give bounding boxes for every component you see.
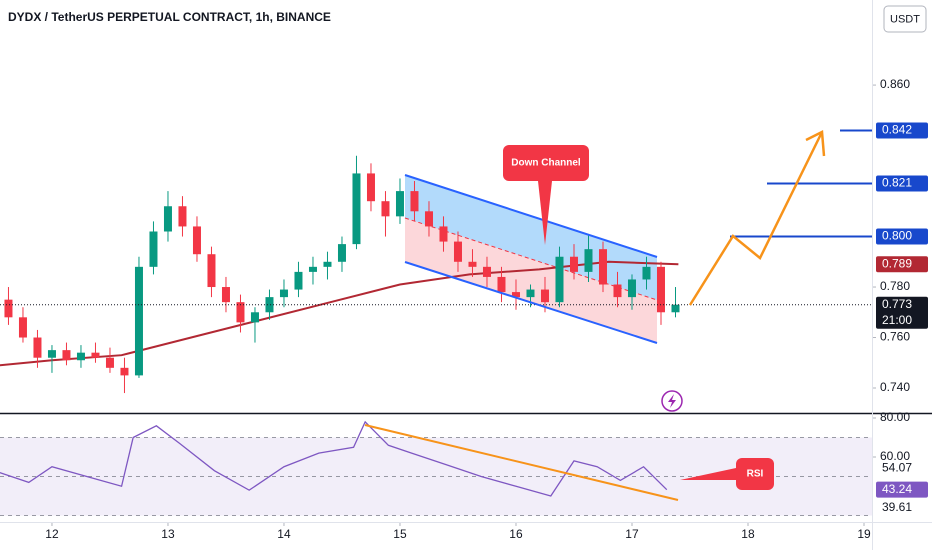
candle-body xyxy=(598,249,607,285)
rsi-line xyxy=(0,420,668,497)
last-price-label: 0.773 xyxy=(882,297,912,311)
candle-body xyxy=(627,279,636,298)
ma-label: 0.789 xyxy=(882,256,912,270)
rsi-tick-label: 60.00 xyxy=(880,449,910,463)
rsi-value-box xyxy=(876,481,928,498)
candle-body xyxy=(642,266,651,280)
rsi-value-label: 43.24 xyxy=(882,482,912,496)
level-box xyxy=(876,122,928,139)
candle-body xyxy=(18,317,27,338)
candle-body xyxy=(555,256,564,303)
candle-body xyxy=(410,191,419,212)
channel-lower xyxy=(405,218,657,343)
candle-body xyxy=(366,173,375,202)
rsi-value-box xyxy=(876,460,928,477)
rsi-value-label: 39.61 xyxy=(882,500,912,514)
projection-arrow xyxy=(688,131,824,306)
rsi-callout-text: RSI xyxy=(747,469,764,480)
candle-body xyxy=(163,206,172,232)
channel-top xyxy=(404,174,658,258)
x-tick-label: 12 xyxy=(45,527,59,541)
level-box xyxy=(876,175,928,192)
alert-bolt xyxy=(668,394,676,408)
level-label: 0.821 xyxy=(882,176,912,190)
candle-body xyxy=(526,289,535,298)
rsi-value-box xyxy=(876,499,928,516)
rsi-callout-box xyxy=(736,458,774,490)
rsi-callout-pointer xyxy=(680,468,736,480)
arrow-head xyxy=(805,130,826,157)
candle-body xyxy=(424,211,433,227)
y-tick-label: 0.860 xyxy=(880,77,910,91)
drawings-over: Down Channel RSI xyxy=(364,130,826,501)
candle-body xyxy=(453,241,462,262)
candle-body xyxy=(613,284,622,298)
candle-body xyxy=(323,261,332,267)
y-tick-label: 0.740 xyxy=(880,380,910,394)
x-tick-label: 15 xyxy=(393,527,407,541)
callout-pointer xyxy=(538,181,552,245)
rsi-value-label: 54.07 xyxy=(882,461,912,475)
candle-body xyxy=(439,226,448,242)
candle-body xyxy=(337,244,346,262)
y-tick-label: 0.760 xyxy=(880,330,910,344)
candle-body xyxy=(91,352,100,358)
x-tick-label: 17 xyxy=(625,527,639,541)
candle-body xyxy=(308,266,317,272)
currency-label: USDT xyxy=(890,13,920,25)
channel-upper xyxy=(405,175,657,300)
candle-body xyxy=(381,201,390,217)
candle-body xyxy=(47,350,56,358)
candle-body xyxy=(540,289,549,303)
level-label: 0.842 xyxy=(882,123,912,137)
callout-text: Down Channel xyxy=(511,158,581,169)
rsi-tick-label: 80.00 xyxy=(880,410,910,424)
chart-title: DYDX / TetherUS PERPETUAL CONTRACT, 1h, … xyxy=(8,10,331,24)
x-tick-label: 14 xyxy=(277,527,291,541)
candle-body xyxy=(76,352,85,361)
candle-body xyxy=(497,276,506,293)
candle-body xyxy=(120,367,129,376)
candle-body xyxy=(511,292,520,298)
candle-body xyxy=(584,249,593,272)
x-tick-label: 13 xyxy=(161,527,175,541)
callout-box xyxy=(503,145,589,181)
candle-body xyxy=(569,256,578,272)
level-box xyxy=(876,228,928,245)
candle-body xyxy=(294,271,303,290)
candle-body xyxy=(279,289,288,298)
candle-body xyxy=(134,266,143,376)
candle-body xyxy=(265,297,274,313)
last-price-box xyxy=(876,296,928,329)
x-tick-label: 18 xyxy=(741,527,755,541)
candle-body xyxy=(192,226,201,255)
ma-box xyxy=(876,256,928,273)
candle-body xyxy=(352,173,361,245)
candle-body xyxy=(105,357,114,368)
candle-body xyxy=(482,266,491,277)
candle-body xyxy=(671,304,680,313)
level-label: 0.800 xyxy=(882,229,912,243)
x-tick-label: 16 xyxy=(509,527,523,541)
candle-body xyxy=(250,312,259,323)
currency-button[interactable] xyxy=(883,5,927,33)
candle-body xyxy=(221,287,230,303)
x-tick-label: 19 xyxy=(857,527,871,541)
candle-body xyxy=(33,337,42,358)
candle-body xyxy=(178,206,187,227)
candle-body xyxy=(207,254,216,288)
countdown-label: 21:00 xyxy=(882,313,912,327)
candle-body xyxy=(62,350,71,361)
candle-body xyxy=(4,299,13,318)
rsi-trendline xyxy=(364,424,679,501)
candle-body xyxy=(468,261,477,267)
candle-body xyxy=(395,191,404,217)
channel-bottom xyxy=(404,261,658,344)
y-tick-label: 0.780 xyxy=(880,279,910,293)
candle-body xyxy=(149,231,158,267)
candle-body xyxy=(236,302,245,323)
candle-body xyxy=(656,266,665,313)
